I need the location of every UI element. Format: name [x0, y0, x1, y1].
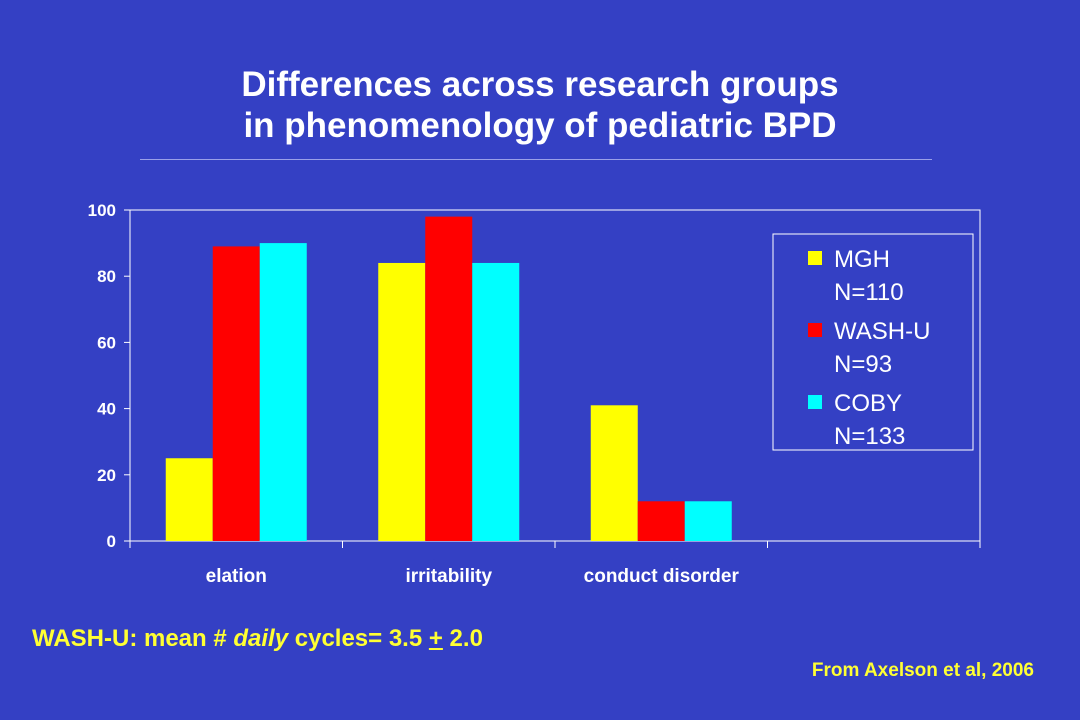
bar-wash-u	[637, 501, 685, 541]
bar-coby	[259, 243, 307, 541]
bar-mgh	[590, 405, 638, 541]
footnote-prefix: WASH-U: mean #	[32, 625, 234, 652]
legend-label-n: N=133	[834, 423, 905, 450]
y-tick-label: 20	[97, 466, 116, 485]
legend-swatch	[808, 251, 822, 265]
legend-label-n: N=110	[834, 279, 904, 306]
title-divider	[140, 159, 932, 160]
legend-swatch	[808, 395, 822, 409]
legend-label: COBY	[834, 390, 902, 417]
footnote-plusminus: +	[428, 625, 443, 652]
legend-swatch	[808, 323, 822, 337]
footnote-middle: cycles= 3.5	[288, 625, 429, 652]
y-tick-label: 40	[97, 400, 116, 419]
title-line-2: in phenomenology of pediatric BPD	[243, 106, 837, 145]
bar-coby	[472, 262, 520, 541]
footnote-italic: daily	[233, 625, 289, 652]
bar-coby	[684, 501, 732, 541]
bar-wash-u	[212, 246, 260, 541]
x-category-label: elation	[206, 566, 267, 587]
y-tick-label: 100	[88, 201, 116, 220]
legend-label-n: N=93	[834, 351, 892, 378]
legend	[772, 233, 974, 451]
slide-title: Differences across research groups in ph…	[0, 64, 1080, 146]
legend-label: WASH-U	[834, 318, 930, 345]
footnote-suffix: 2.0	[442, 625, 483, 652]
x-category-label: conduct disorder	[584, 566, 740, 587]
x-category-label: irritability	[405, 566, 492, 587]
bar-mgh	[378, 262, 426, 541]
source-citation: From Axelson et al, 2006	[811, 660, 1034, 681]
bar-mgh	[165, 458, 213, 541]
bar-wash-u	[425, 216, 473, 541]
y-tick-label: 80	[97, 267, 116, 286]
legend-label: MGH	[834, 246, 890, 273]
y-tick-label: 60	[97, 333, 116, 352]
y-tick-label: 0	[107, 532, 116, 551]
title-line-1: Differences across research groups	[241, 65, 839, 104]
footnote: WASH-U: mean # daily cycles= 3.5 + 2.0	[32, 625, 483, 653]
